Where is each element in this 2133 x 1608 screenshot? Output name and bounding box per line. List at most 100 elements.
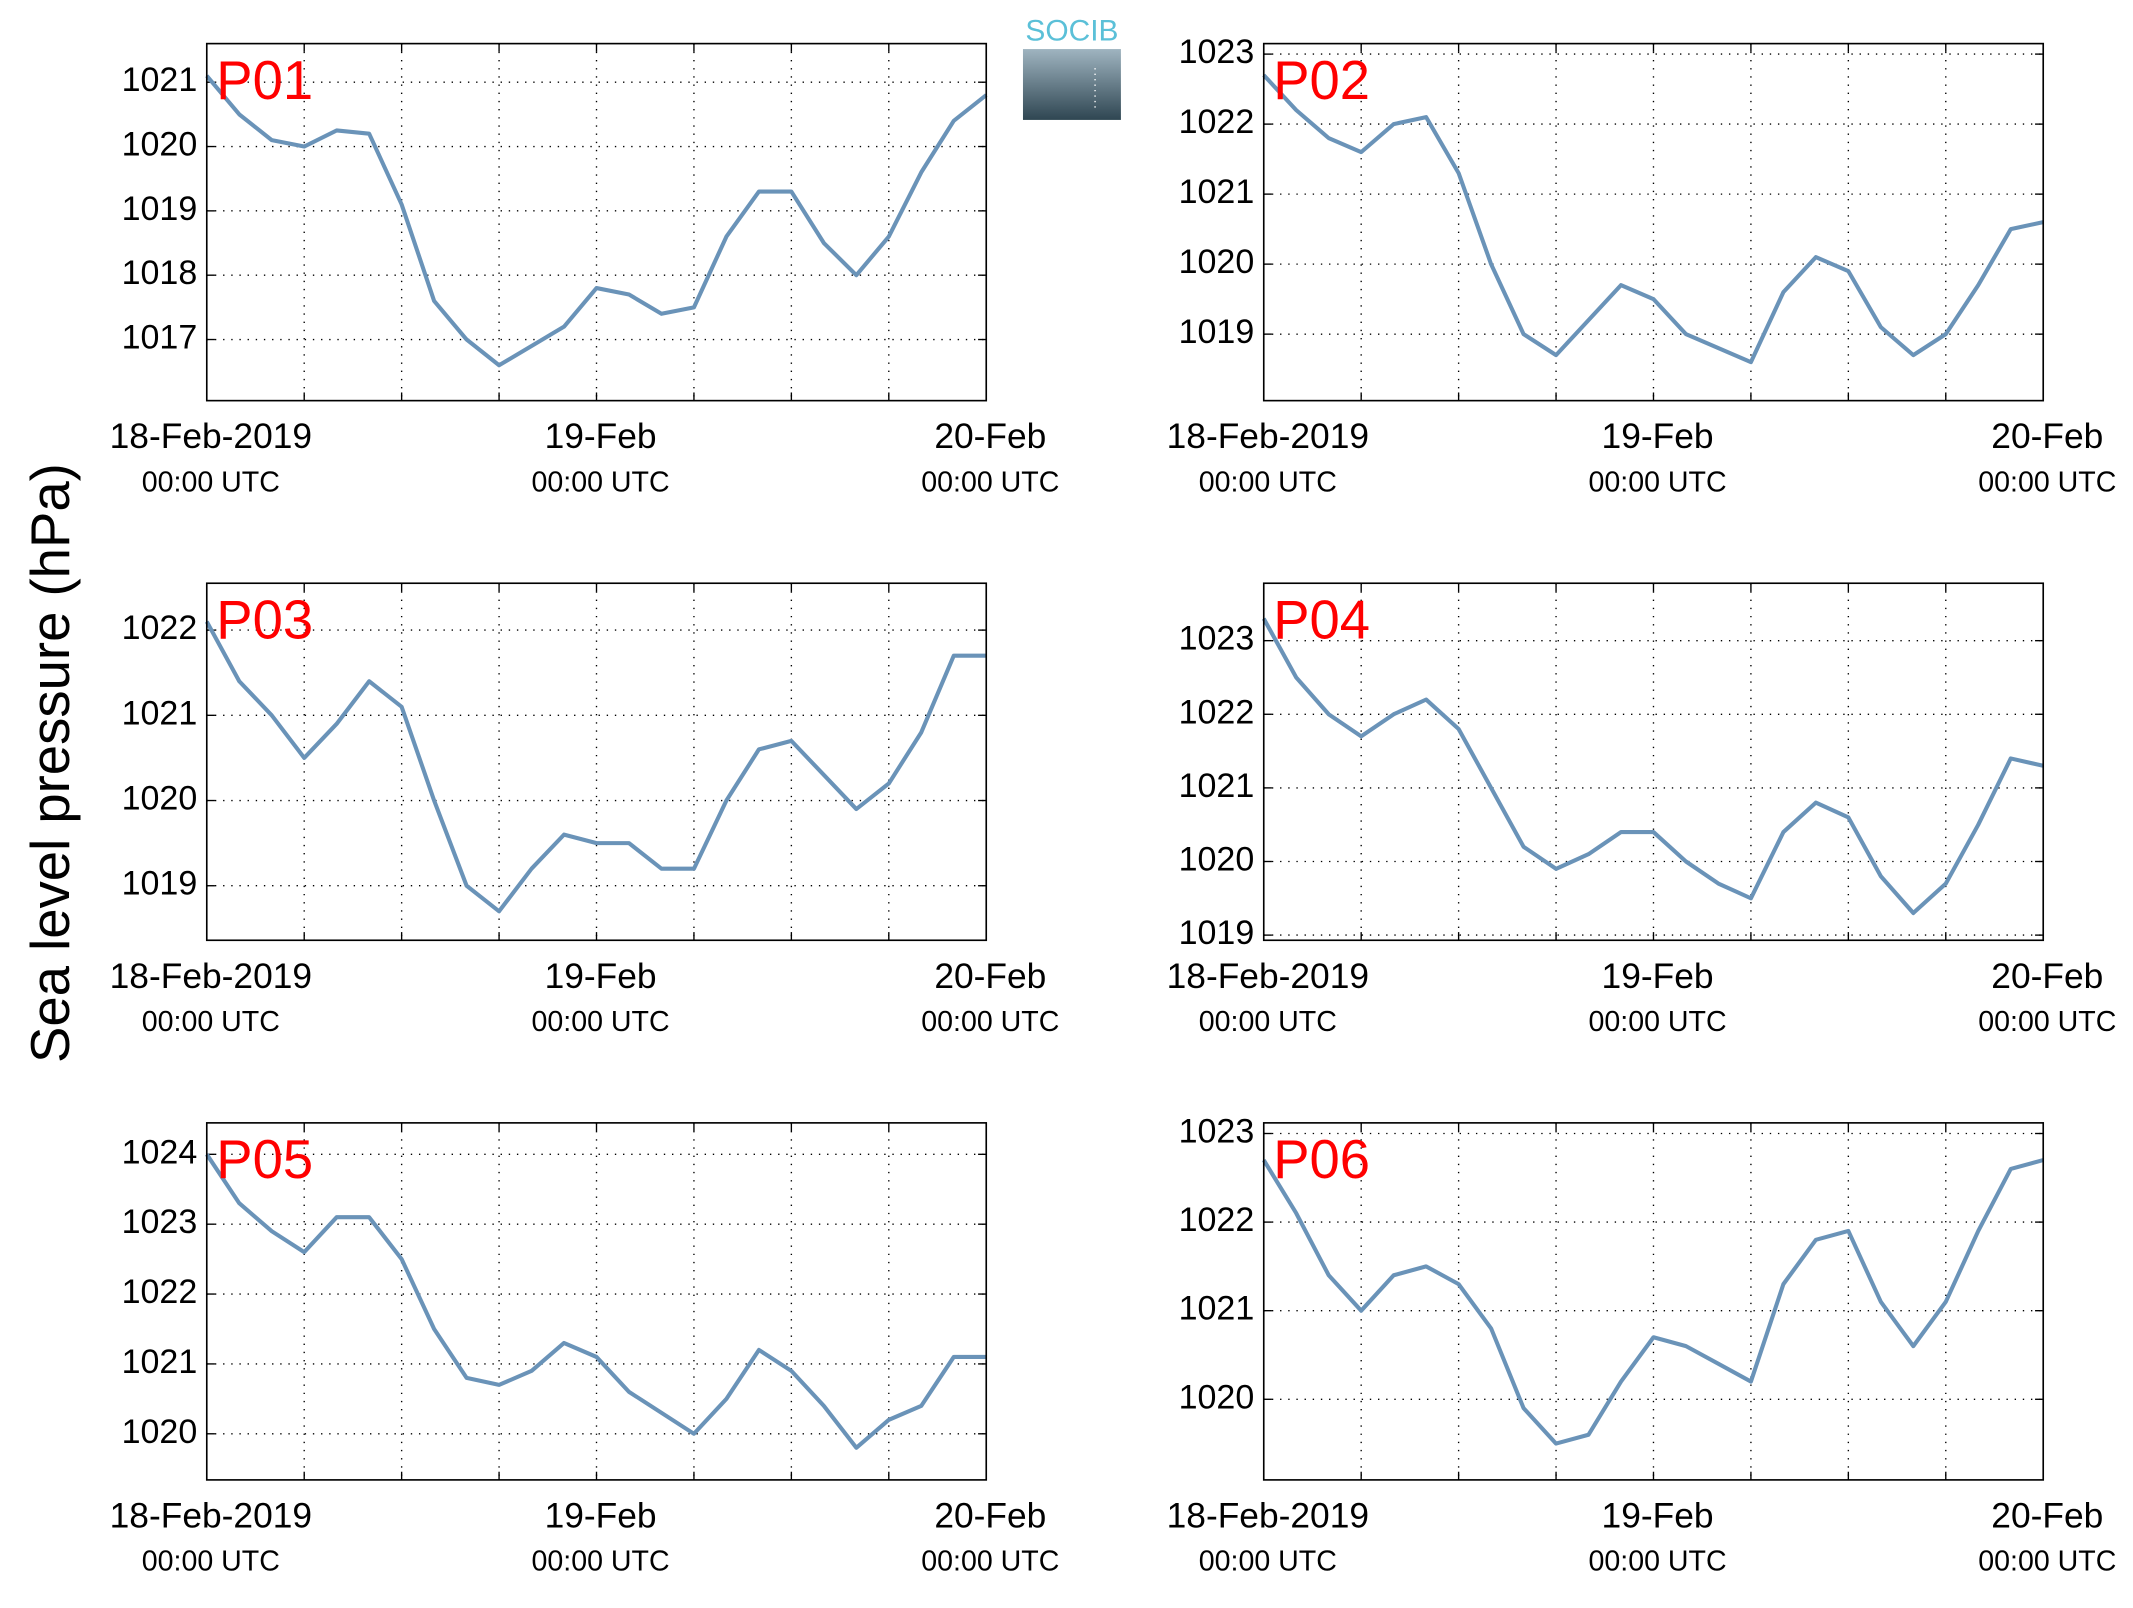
subplot: 1020 1021 1022 1023 18-Feb-2019 00:00 UTC 19-F…: [1167, 1112, 2117, 1577]
x-tick-sublabel: 00:00 UTC: [1199, 1006, 1337, 1038]
plot-frame: [205, 1122, 988, 1481]
logo: SOCIB: [1022, 15, 1121, 120]
subplot: 1020 1021 1022 1023 1024 18-Feb-2019 00:00 UTC…: [110, 1122, 1059, 1578]
logo-box: [1022, 49, 1121, 120]
plot-frame: [1262, 1122, 2045, 1481]
subplot-title: P01: [216, 50, 313, 111]
y-tick-label: 1020: [122, 1413, 198, 1451]
plot-frame: [1262, 582, 2045, 942]
x-tick-label: 20-Feb: [934, 1496, 1046, 1535]
y-tick-label: 1020: [122, 779, 198, 817]
x-tick-label: 20-Feb: [934, 417, 1046, 456]
plot-area: [206, 43, 987, 401]
y-tick-label: 1019: [1179, 914, 1255, 952]
y-tick-label: 1022: [122, 609, 198, 647]
x-tick-sublabel: 00:00 UTC: [142, 1546, 280, 1578]
y-tick-label: 1021: [1179, 1290, 1255, 1328]
x-tick-label: 20-Feb: [1991, 1496, 2103, 1535]
x-tick-label: 20-Feb: [934, 957, 1046, 996]
y-tick-label: 1022: [122, 1273, 198, 1311]
y-tick-label: 1021: [122, 1343, 198, 1381]
logo-text: SOCIB: [1025, 15, 1118, 48]
x-tick-label: 19-Feb: [1602, 957, 1714, 996]
x-tick-sublabel: 00:00 UTC: [1978, 1546, 2116, 1578]
y-tick-label: 1018: [122, 254, 198, 292]
plot-frame: [205, 42, 988, 402]
x-tick-label: 19-Feb: [545, 417, 657, 456]
x-tick-sublabel: 00:00 UTC: [1199, 466, 1337, 498]
y-tick-label: 1020: [122, 126, 198, 164]
x-tick-sublabel: 00:00 UTC: [532, 466, 670, 498]
y-tick-label: 1023: [122, 1203, 198, 1241]
subplot: 1019 1020 1021 1022 18-Feb-2019 00:00 UTC 19-F…: [110, 582, 1059, 1038]
x-tick-label: 18-Feb-2019: [110, 957, 312, 996]
subplot-title: P02: [1273, 50, 1370, 111]
y-tick-label: 1022: [1179, 693, 1255, 731]
x-tick-sublabel: 00:00 UTC: [532, 1006, 670, 1038]
subplot: 1019 1020 1021 1022 1023 18-Feb-2019 00:00 UTC…: [1167, 33, 2117, 498]
y-tick-label: 1020: [1179, 1378, 1255, 1416]
y-tick-label: 1019: [122, 190, 198, 228]
plot-area: [206, 583, 987, 941]
y-tick-label: 1021: [1179, 173, 1255, 211]
x-tick-sublabel: 00:00 UTC: [921, 1546, 1059, 1578]
x-tick-sublabel: 00:00 UTC: [142, 1006, 280, 1038]
y-tick-label: 1021: [122, 61, 198, 99]
x-tick-sublabel: 00:00 UTC: [921, 466, 1059, 498]
x-tick-sublabel: 00:00 UTC: [1199, 1546, 1337, 1578]
y-tick-label: 1024: [122, 1133, 198, 1171]
x-tick-sublabel: 00:00 UTC: [1589, 466, 1727, 498]
subplot: 1017 1018 1019 1020 1021 18-Feb-2019 00:00 UTC…: [110, 42, 1059, 498]
y-tick-label: 1019: [122, 865, 198, 903]
plot-area: [1263, 1122, 2044, 1480]
plot-frame: [205, 582, 988, 942]
data-line: [1262, 1158, 2044, 1446]
x-tick-label: 18-Feb-2019: [1167, 957, 1369, 996]
y-tick-label: 1019: [1179, 313, 1255, 351]
y-axis-label: Sea level pressure (hPa): [20, 463, 81, 1063]
x-tick-sublabel: 00:00 UTC: [142, 466, 280, 498]
y-tick-label: 1022: [1179, 1201, 1255, 1239]
y-tick-label: 1023: [1179, 1112, 1255, 1150]
y-tick-label: 1017: [122, 318, 198, 356]
data-line: [1261, 617, 2044, 916]
data-line: [204, 620, 987, 914]
x-tick-label: 20-Feb: [1991, 417, 2103, 456]
y-tick-label: 1023: [1179, 33, 1255, 71]
x-tick-sublabel: 00:00 UTC: [1978, 466, 2116, 498]
plot-area: [1263, 43, 2044, 401]
x-tick-label: 19-Feb: [1602, 417, 1714, 456]
y-tick-label: 1023: [1179, 620, 1255, 658]
data-line: [205, 1153, 987, 1450]
x-tick-label: 18-Feb-2019: [110, 1496, 312, 1535]
x-tick-label: 19-Feb: [545, 1496, 657, 1535]
subplot-title: P06: [1273, 1129, 1370, 1190]
x-tick-sublabel: 00:00 UTC: [921, 1006, 1059, 1038]
x-tick-label: 19-Feb: [1602, 1496, 1714, 1535]
x-tick-label: 19-Feb: [545, 957, 657, 996]
plot-frame: [1262, 42, 2045, 402]
data-line: [205, 74, 988, 368]
y-tick-label: 1022: [1179, 103, 1255, 141]
x-tick-sublabel: 00:00 UTC: [1978, 1006, 2116, 1038]
subplot-title: P05: [216, 1129, 313, 1190]
subplot-title: P03: [216, 589, 313, 650]
x-tick-label: 18-Feb-2019: [110, 417, 312, 456]
y-tick-label: 1021: [1179, 767, 1255, 805]
data-line: [1262, 73, 2044, 365]
subplot-title: P04: [1273, 589, 1370, 650]
plot-area: [1263, 583, 2044, 941]
x-tick-label: 18-Feb-2019: [1167, 1496, 1369, 1535]
x-tick-label: 18-Feb-2019: [1167, 417, 1369, 456]
x-tick-label: 20-Feb: [1991, 957, 2103, 996]
plot-area: [206, 1122, 987, 1480]
y-tick-label: 1020: [1179, 243, 1255, 281]
y-tick-label: 1020: [1179, 840, 1255, 878]
x-tick-sublabel: 00:00 UTC: [1589, 1546, 1727, 1578]
y-tick-label: 1021: [122, 694, 198, 732]
x-tick-sublabel: 00:00 UTC: [1589, 1006, 1727, 1038]
subplot: 1019 1020 1021 1022 1023 18-Feb-2019 00:00 UTC…: [1167, 582, 2116, 1038]
x-tick-sublabel: 00:00 UTC: [532, 1546, 670, 1578]
